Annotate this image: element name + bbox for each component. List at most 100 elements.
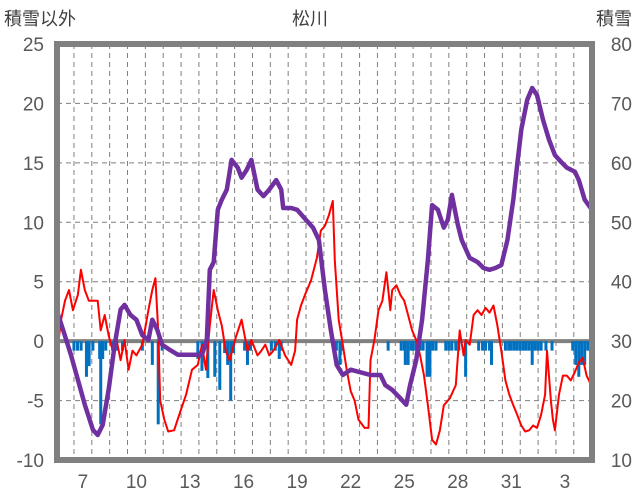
precipitation-bar [464, 341, 468, 377]
precipitation-bar [527, 341, 531, 351]
right-axis-title: 積雪 [596, 9, 632, 30]
precipitation-bar [399, 341, 403, 351]
precipitation-bar [488, 341, 492, 351]
precipitation-bar [550, 341, 554, 351]
precipitation-bar [79, 341, 83, 351]
temperature-line [56, 199, 592, 446]
series-lines [54, 85, 593, 446]
left-tick-label: 0 [33, 332, 44, 353]
precipitation-bar [249, 341, 253, 351]
x-tick-label: 22 [340, 472, 361, 493]
x-axis-ticks: 7 10 13 16 19 22 25 28 31 3 [78, 472, 571, 493]
precipitation-bar [586, 341, 590, 351]
left-tick-label: 15 [23, 154, 44, 175]
chart-title: 松川 [292, 9, 328, 30]
precipitation-bar [539, 341, 543, 351]
precipitation-bar [536, 341, 540, 351]
precipitation-bar [334, 341, 338, 351]
precipitation-bar [87, 341, 91, 367]
precipitation-bar [580, 341, 584, 365]
precipitation-bar [156, 341, 160, 425]
precipitation-bar [503, 341, 507, 351]
precipitation-bar [150, 341, 154, 365]
precipitation-bar [477, 341, 481, 351]
x-tick-label: 3 [560, 472, 571, 493]
precipitation-bar [507, 341, 511, 351]
x-tick-label: 31 [501, 472, 522, 493]
precipitation-bar [196, 341, 200, 359]
precipitation-bar [84, 341, 88, 377]
precipitation-bar [431, 341, 435, 351]
precipitation-bar [583, 341, 587, 365]
precipitation-bar [481, 341, 485, 351]
precipitation-bar [101, 341, 105, 359]
plot-frame [54, 41, 595, 463]
x-tick-label: 10 [126, 472, 147, 493]
precipitation-bar [489, 341, 493, 365]
precipitation-bar [104, 341, 108, 351]
precipitation-bar [530, 341, 534, 365]
precipitation-bar [512, 341, 516, 351]
right-tick-label: 50 [611, 213, 632, 234]
precipitation-bar [533, 341, 537, 351]
precipitation-bar [521, 341, 525, 351]
precipitation-bar [229, 341, 233, 401]
x-tick-label: 28 [447, 472, 468, 493]
precipitation-bar [571, 341, 575, 351]
right-tick-label: 80 [611, 35, 632, 56]
precipitation-bar [411, 341, 415, 351]
precipitation-bar [574, 341, 578, 365]
right-tick-label: 20 [611, 392, 632, 413]
x-tick-label: 25 [394, 472, 415, 493]
precipitation-bar [99, 341, 103, 425]
precipitation-bar [450, 341, 454, 351]
precipitation-bar [76, 341, 80, 351]
precipitation-bar [524, 341, 528, 351]
precipitation-bar [409, 341, 413, 351]
x-tick-label: 7 [78, 472, 89, 493]
left-axis-title: 積雪以外 [4, 9, 76, 30]
x-tick-label: 16 [233, 472, 254, 493]
precipitation-bar [206, 341, 210, 378]
precipitation-bar [518, 341, 522, 351]
precipitation-bar [454, 341, 458, 351]
precipitation-bar [72, 341, 76, 351]
precipitation-bar [515, 341, 519, 351]
precipitation-bar [403, 341, 407, 365]
right-tick-label: 40 [611, 273, 632, 294]
gridlines [57, 43, 593, 461]
left-axis-ticks: 25 20 15 10 5 0 -5 -10 [17, 35, 44, 472]
left-tick-label: 20 [23, 94, 44, 115]
precipitation-bar [340, 341, 344, 351]
right-tick-label: 30 [611, 332, 632, 353]
right-tick-label: 70 [611, 94, 632, 115]
precipitation-bar [91, 341, 95, 351]
precipitation-bar [338, 341, 342, 365]
precipitation-bar [484, 341, 488, 351]
precipitation-bar [269, 341, 273, 351]
x-tick-label: 19 [287, 472, 308, 493]
precipitation-bars [72, 341, 592, 425]
precipitation-bar [509, 341, 513, 351]
left-tick-label: -10 [17, 451, 44, 472]
left-tick-label: 5 [33, 273, 44, 294]
right-tick-label: 60 [611, 154, 632, 175]
left-tick-label: 25 [23, 35, 44, 56]
snow_depth-line [54, 85, 593, 438]
x-tick-label: 13 [179, 472, 200, 493]
precipitation-bar [213, 341, 217, 377]
precipitation-bar [577, 341, 581, 377]
precipitation-bar [544, 341, 548, 351]
precipitation-bar [421, 341, 425, 351]
precipitation-bar [218, 341, 222, 390]
left-tick-label: 10 [23, 213, 44, 234]
left-tick-label: -5 [27, 392, 44, 413]
right-tick-label: 10 [611, 451, 632, 472]
precipitation-bar [434, 341, 438, 351]
precipitation-bar [447, 341, 451, 351]
precipitation-bar [444, 341, 448, 351]
precipitation-bar [425, 341, 429, 377]
precipitation-bar [243, 341, 247, 351]
precipitation-bar [245, 341, 249, 365]
